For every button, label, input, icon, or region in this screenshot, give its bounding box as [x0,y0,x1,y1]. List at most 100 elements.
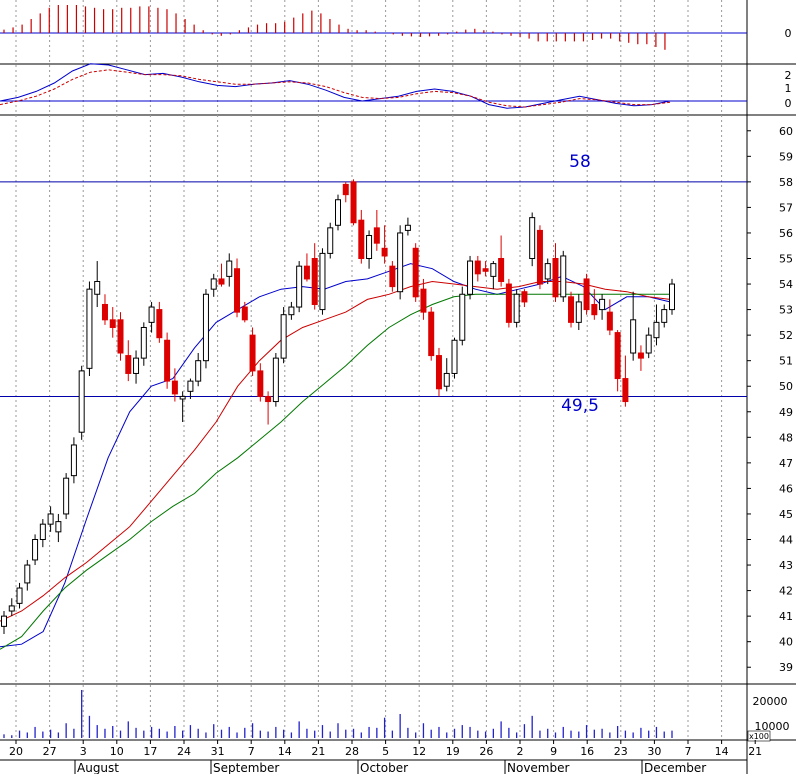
volume-scale-label: x100 [749,732,769,741]
x-tick-label: 7 [248,745,255,758]
candle-body [133,357,140,374]
candle-body [265,395,272,403]
price-tick-label: 51 [779,355,793,368]
candle-body [187,380,194,392]
x-tick-label: 3 [80,745,87,758]
price-panel: 60 59 58 57 56 55 54 53 52 51 50 49 48 47 46 45 44 43 42 41… [0,125,793,674]
candle-body [451,339,458,374]
candle-body [148,306,155,323]
candle-body [55,521,62,533]
candle-body [63,477,70,515]
x-tick-label: 14 [278,745,292,758]
oscillator-tick-label: 1 [785,82,792,95]
candle-body [482,268,489,272]
x-tick-label: 31 [211,745,225,758]
x-tick-label: 14 [715,745,729,758]
candle-body [373,227,380,244]
x-axis: 20 27 3 10 17 24 31 7 14 21 28 5 12 19 26 2 9 16 23 30 7 14 21… [0,740,762,775]
x-tick-label: 26 [479,745,493,758]
candle-body [637,352,644,359]
price-tick-label: 58 [779,176,793,189]
x-tick-label: 5 [382,745,389,758]
candle-body [583,278,590,311]
price-tick-label: 44 [779,534,793,547]
month-label: December [644,761,706,774]
candle-body [125,355,132,374]
volume-tick-label: 10000 [755,720,790,733]
price-tick-label: 49 [779,406,793,419]
price-tick-label: 39 [779,661,793,674]
x-tick-label: 17 [143,745,157,758]
candle-body [435,355,442,390]
oscillator-tick-label: 2 [785,69,792,82]
candle-body [171,380,178,395]
candle-body [661,309,668,323]
candle-body [8,605,15,612]
candle-body [156,309,163,339]
candle-body [529,217,536,259]
candle-body [272,357,279,403]
x-tick-label: 20 [9,745,23,758]
candle-body [366,235,373,260]
candle-body [630,319,637,354]
candle-body [645,334,652,354]
price-tick-label: 54 [779,278,793,291]
x-tick-label: 9 [550,745,557,758]
price-tick-label: 56 [779,227,793,240]
candle-body [560,255,567,298]
price-tick-label: 50 [779,380,793,393]
candle-body [536,229,543,285]
candle-body [70,444,77,477]
candle-body [389,265,396,288]
candle-body [568,296,575,323]
candle-body [218,278,225,285]
candle-body [109,319,116,328]
candle-body [342,183,349,196]
month-label: November [507,761,569,774]
x-tick-label: 2 [517,745,524,758]
candle-body [288,306,295,316]
price-tick-label: 47 [779,457,793,470]
histogram-panel: 0 [0,5,792,50]
price-tick-label: 46 [779,482,793,495]
price-tick-label: 55 [779,253,793,266]
candle-body [234,268,241,313]
x-tick-label: 19 [446,745,460,758]
price-tick-label: 57 [779,201,793,214]
candle-body [319,252,326,311]
candle-body [249,334,256,372]
x-tick-label: 27 [43,745,57,758]
candle-body [303,265,310,280]
candle-body [280,314,287,359]
candle-body [1,615,7,627]
candle-body [335,199,341,226]
candle-body [179,395,186,400]
price-tick-label: 52 [779,329,793,342]
x-tick-label: 10 [110,745,124,758]
candle-body [350,181,357,224]
price-tick-label: 41 [779,610,793,623]
candle-body [296,265,303,308]
candle-body [622,378,629,403]
x-tick-label: 30 [647,745,661,758]
volume-scale-box [747,730,771,742]
candle-body [459,293,466,341]
candle-body [16,587,23,604]
x-tick-label: 16 [580,745,594,758]
candle-body [32,539,39,561]
candle-body [544,263,551,280]
candle-body [327,227,334,254]
price-tick-label: 59 [779,150,793,163]
x-tick-label: 7 [685,745,692,758]
x-tick-label: 21 [748,745,762,758]
candle-body [397,232,404,293]
candle-body [521,291,528,303]
candle-body [614,332,621,380]
oscillator-line [0,63,671,109]
candle-body [669,283,675,311]
candle-body [490,263,497,277]
